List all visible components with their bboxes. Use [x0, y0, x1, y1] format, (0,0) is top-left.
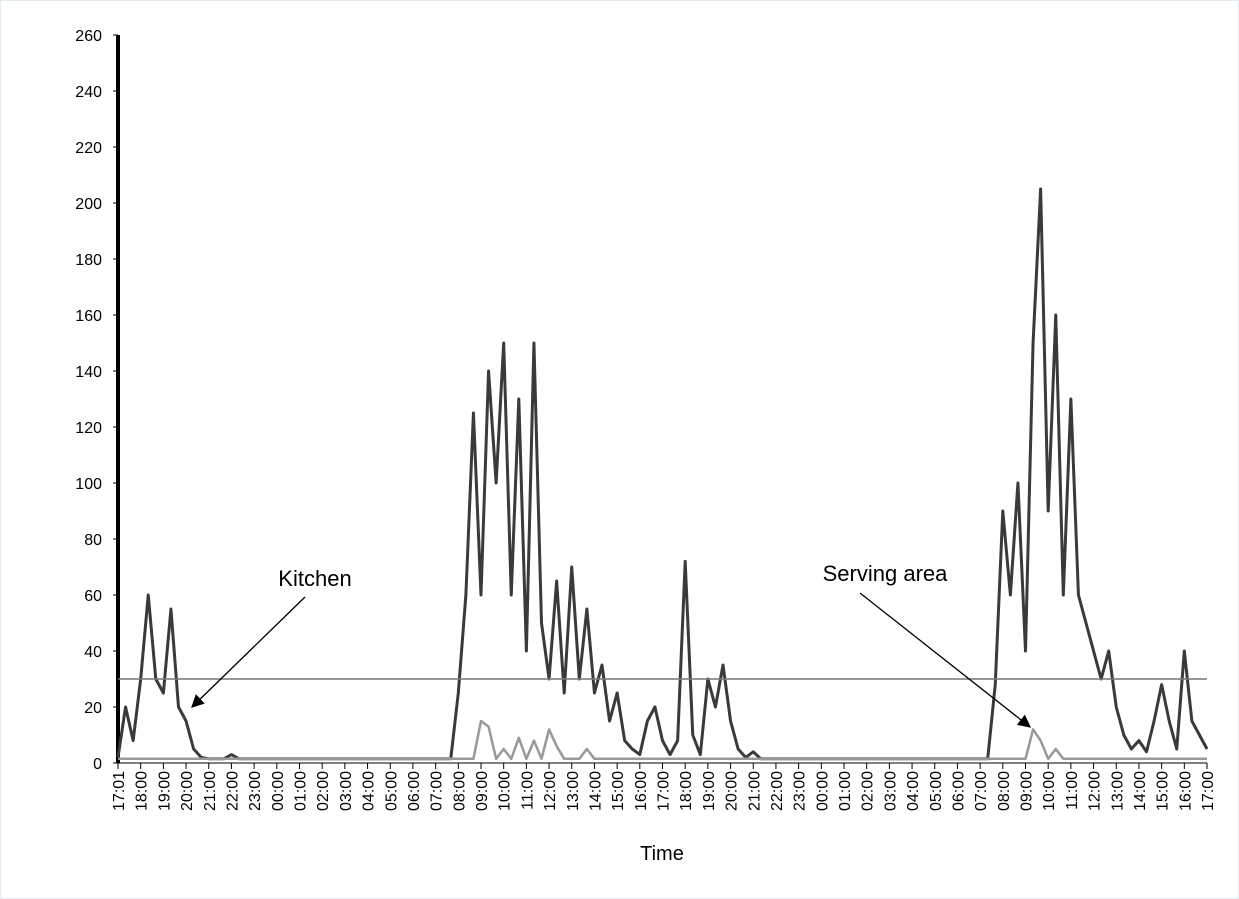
x-tick-label: 00:00: [270, 771, 287, 811]
x-tick-label: 03:00: [338, 771, 355, 811]
x-tick-label: 01:00: [293, 771, 310, 811]
x-tick-label: 19:00: [701, 771, 718, 811]
y-tick-label: 220: [75, 140, 102, 157]
y-tick-label: 20: [84, 700, 102, 717]
x-tick-label: 15:00: [1155, 771, 1172, 811]
annotation: Serving area: [823, 561, 949, 586]
x-tick-label: 22:00: [224, 771, 241, 811]
x-tick-label: 21:00: [746, 771, 763, 811]
x-tick-label: 11:00: [1064, 771, 1081, 810]
x-tick-label: 23:00: [247, 771, 264, 811]
x-tick-label: 14:00: [587, 771, 604, 811]
x-tick-label: 03:00: [882, 771, 899, 811]
y-tick-label: 80: [84, 532, 102, 549]
x-tick-label: 21:00: [202, 771, 219, 811]
annotation-arrow: [191, 596, 306, 708]
y-tick-label: 60: [84, 588, 102, 605]
x-tick-label: 12:00: [1087, 771, 1104, 811]
x-tick-label: 09:00: [1019, 771, 1036, 811]
y-tick-label: 160: [75, 308, 102, 325]
x-tick-label: 16:00: [1177, 771, 1194, 811]
x-tick-label: 06:00: [406, 771, 423, 811]
y-tick-label: 240: [75, 84, 102, 101]
x-tick-label: 20:00: [179, 771, 196, 811]
x-tick-label: 13:00: [1109, 771, 1126, 811]
x-tick-label: 10:00: [497, 771, 514, 811]
y-tick-label: 40: [84, 644, 102, 661]
x-tick-label: 18:00: [134, 771, 151, 811]
x-tick-label: 17:00: [656, 771, 673, 811]
x-tick-label: 10:00: [1041, 771, 1058, 811]
y-tick-label: 180: [75, 252, 102, 269]
x-tick-label: 17:01: [111, 771, 128, 811]
x-tick-label: 17:00: [1200, 771, 1217, 811]
x-tick-label: 07:00: [429, 771, 446, 811]
x-tick-label: 08:00: [451, 771, 468, 811]
x-tick-label: 00:00: [814, 771, 831, 811]
x-tick-label: 22:00: [769, 771, 786, 811]
x-tick-label: 05:00: [383, 771, 400, 811]
x-tick-label: 12:00: [542, 771, 559, 811]
y-tick-label: 120: [75, 420, 102, 437]
x-tick-label: 02:00: [860, 771, 877, 811]
x-axis-title: Time: [640, 843, 684, 865]
series-line: [118, 719, 1207, 761]
x-tick-label: 11:00: [519, 771, 536, 810]
x-tick-label: 06:00: [950, 771, 967, 811]
x-tick-label: 04:00: [905, 771, 922, 811]
x-tick-label: 05:00: [928, 771, 945, 811]
annotation-arrow: [859, 592, 1032, 728]
x-tick-label: 16:00: [633, 771, 650, 811]
x-tick-label: 20:00: [724, 771, 741, 811]
x-tick-label: 09:00: [474, 771, 491, 811]
y-tick-label: 260: [75, 28, 102, 45]
annotation: Kitchen: [278, 566, 351, 591]
y-tick-label: 140: [75, 364, 102, 381]
x-tick-label: 18:00: [678, 771, 695, 811]
x-tick-label: 23:00: [792, 771, 809, 811]
x-tick-label: 01:00: [837, 771, 854, 811]
x-tick-label: 19:00: [156, 771, 173, 811]
x-tick-label: 15:00: [610, 771, 627, 811]
x-tick-label: 07:00: [973, 771, 990, 811]
x-tick-label: 08:00: [996, 771, 1013, 811]
x-tick-label: 13:00: [565, 771, 582, 811]
y-tick-label: 200: [75, 196, 102, 213]
y-tick-label: 100: [75, 476, 102, 493]
x-tick-label: 02:00: [315, 771, 332, 811]
y-tick-label: 0: [93, 756, 102, 773]
x-tick-label: 04:00: [361, 771, 378, 811]
x-tick-label: 14:00: [1132, 771, 1149, 811]
